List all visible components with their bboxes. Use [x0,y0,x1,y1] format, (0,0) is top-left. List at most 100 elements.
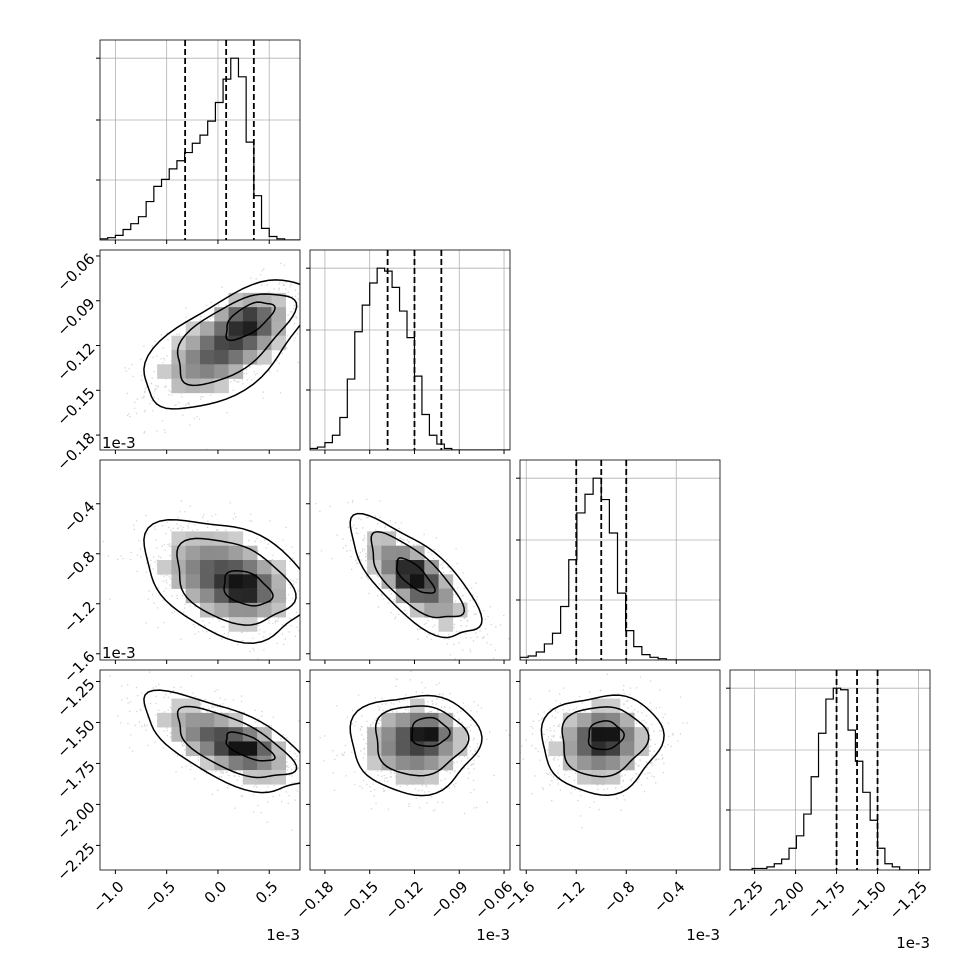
density-cell [381,574,397,589]
density-cell [171,698,187,714]
density-cell [157,712,172,728]
panel-frame [519,459,721,661]
density-cell [438,574,454,589]
pair-panel-3-0 [99,669,301,871]
histogram-step-3 [730,687,930,870]
density-cell [424,741,439,757]
density-cell [367,531,382,547]
contour-line-0 [540,694,665,797]
density-cell [271,321,287,337]
contour-line-0 [349,512,483,639]
density-cell [271,292,287,308]
histogram-step-2 [520,477,720,660]
density-cell [200,545,215,561]
density-cell [424,602,439,618]
density-cell [271,588,287,604]
density-cell [185,588,201,604]
density-cell [242,574,258,589]
panel-background [730,670,930,870]
density-cell [200,378,215,394]
x-tick-label: −1.0 [89,878,127,916]
density-cell [381,712,397,728]
pair-panel-3-2 [519,669,721,871]
density-cell [185,712,201,728]
density-cell [271,335,287,351]
density-cell [185,574,201,589]
density-cell [242,560,258,575]
panel-frame [729,669,931,871]
density-cell [395,755,411,771]
density-cell [381,727,397,742]
density-cell [438,741,454,757]
contour-line-1 [374,705,470,777]
panel-frame [309,669,511,871]
density-cell [200,741,215,757]
density-cell [381,755,397,771]
density-cell [228,364,244,379]
density-cell [214,545,229,561]
density-cell [395,574,411,589]
panel-frame [99,39,301,241]
density-cell [367,545,382,561]
x-tick-label: −0.18 [292,878,337,923]
pair-panel-2-0 [99,459,301,661]
density-cell [410,770,425,785]
x-offset-label: 1e-3 [476,926,510,944]
contour-line-1 [176,705,298,779]
y-tick-label: −1.75 [53,757,98,802]
x-tick-label: −1.75 [804,878,849,923]
density-cell [214,531,229,547]
x-tick-label: 0.5 [252,878,282,908]
contour-line-2 [396,557,436,594]
contour-line-1 [561,706,650,778]
density-cell [171,574,187,589]
x-tick-label: −2.25 [722,878,767,923]
density-cell [591,755,607,771]
panel-frame [309,459,511,661]
x-tick-label: −2.00 [763,878,808,923]
x-tick-label: −1.2 [550,878,588,916]
density-cell [185,350,201,365]
histogram-panel-3 [726,669,931,871]
density-cell [257,755,272,771]
density-cell [185,698,201,714]
density-cell [242,545,258,561]
density-cell [214,741,229,757]
density-cell [634,727,649,742]
density-cell [171,378,187,394]
density-cell [395,741,411,757]
y-offset-label: 1e-3 [102,434,136,452]
y-offset-label: 1e-3 [102,644,136,662]
density-cell [634,741,649,757]
density-cell [242,335,258,351]
density-cell [200,321,215,337]
density-cell [424,770,439,785]
contour-line-2 [225,301,276,342]
panel-background [520,460,720,660]
pair-content [109,671,300,831]
density-cell [381,545,397,561]
y-tick-label: −1.50 [53,716,98,761]
density-cell [171,545,187,561]
contour-line-1 [176,293,298,387]
contour-line-2 [225,731,276,762]
pair-panel-2-1 [309,459,511,661]
x-tick-label: −0.5 [141,878,179,916]
density-cell [424,755,439,771]
density-cell [271,560,287,575]
density-cell [242,588,258,604]
density-cell [410,755,425,771]
density-cell [214,727,229,742]
x-offset-label: 1e-3 [686,926,720,944]
y-tick-label: −2.25 [53,839,98,884]
density-cell [577,712,592,728]
panel-frame [309,249,511,451]
density-cell [381,531,397,547]
x-tick-label: −0.15 [337,878,382,923]
x-tick-label: −1.50 [845,878,890,923]
density-cell [591,698,607,714]
y-tick-label: −0.09 [53,295,98,340]
density-cell [271,574,287,589]
density-cell [452,741,468,757]
density-cell [200,574,215,589]
